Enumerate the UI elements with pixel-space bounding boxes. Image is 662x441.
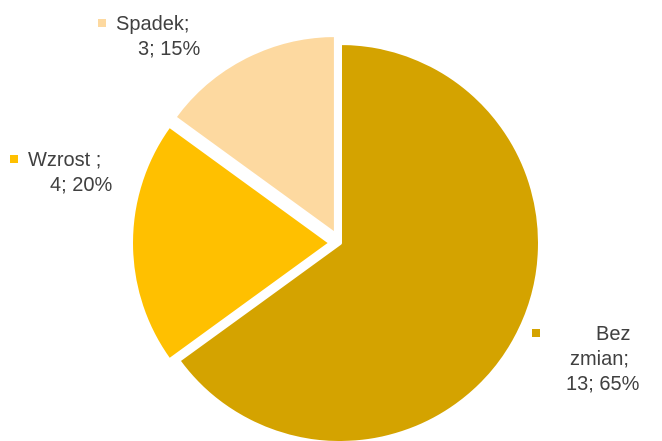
pie-slice-bez-zmian	[176, 41, 542, 441]
legend-swatch-wzrost	[10, 155, 18, 163]
label-bez-zmian: Bez zmian; 13; 65%	[532, 322, 660, 397]
label-line: zmian;	[570, 348, 629, 370]
label-line: Spadek;	[116, 13, 190, 35]
label-line: 3; 15%	[138, 38, 201, 60]
label-line: Wzrost ;	[28, 149, 102, 171]
legend-swatch-bez-zmian	[532, 329, 540, 337]
pie-slice-wzrost	[129, 123, 333, 363]
label-line: 4; 20%	[50, 174, 113, 196]
legend-swatch-spadek	[98, 19, 106, 27]
label-wzrost: Wzrost ; 4; 20%	[10, 148, 150, 198]
label-spadek: Spadek; 3; 15%	[98, 12, 238, 62]
label-line: Bez	[596, 323, 631, 345]
pie-slices	[129, 32, 542, 441]
pie-slice-spadek	[172, 32, 338, 237]
label-line: 13; 65%	[566, 373, 640, 395]
